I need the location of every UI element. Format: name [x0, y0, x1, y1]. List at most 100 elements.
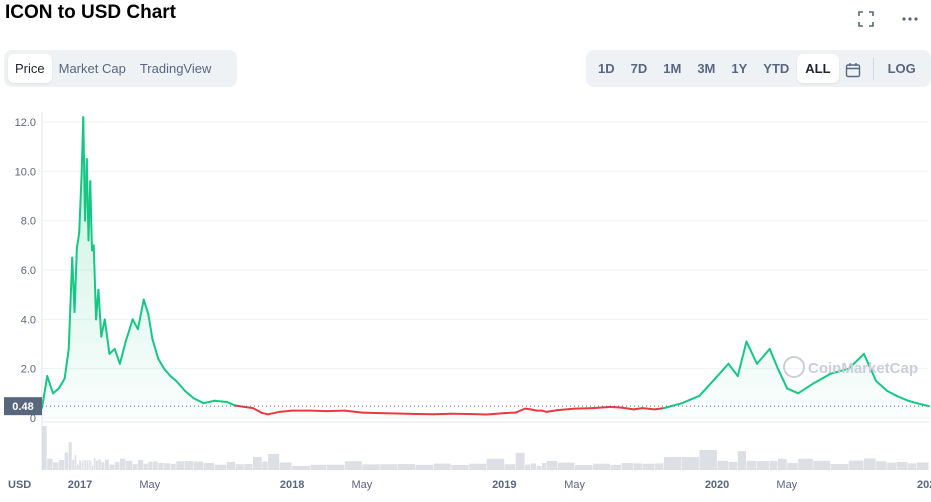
volume-bar — [109, 465, 114, 470]
range-3m[interactable]: 3M — [689, 54, 723, 83]
volume-bar — [53, 462, 58, 470]
more-icon[interactable] — [899, 8, 921, 30]
range-1y[interactable]: 1Y — [723, 54, 755, 83]
volume-bar — [655, 463, 664, 470]
volume-bar — [575, 465, 593, 470]
price-line-segment — [593, 407, 610, 408]
volume-bar — [90, 461, 91, 470]
volume-bar — [87, 460, 88, 470]
volume-bar — [469, 464, 486, 470]
volume-bar — [262, 462, 267, 471]
volume-bar — [253, 457, 262, 470]
x-tick-label: 2020 — [705, 479, 729, 491]
log-toggle[interactable]: LOG — [880, 54, 924, 83]
volume-bar — [717, 461, 728, 470]
volume-bar — [634, 463, 642, 470]
volume-bar — [876, 461, 887, 470]
volume-bar — [126, 461, 132, 470]
price-line-segment — [634, 408, 643, 409]
volume-bar — [547, 461, 558, 470]
volume-bar — [292, 466, 310, 470]
volume-bar — [244, 464, 252, 470]
x-tick-label: May — [776, 479, 797, 491]
volume-bar — [770, 461, 778, 470]
volume-bar — [622, 463, 634, 470]
volume-bar — [896, 462, 907, 470]
volume-bar — [746, 461, 756, 470]
price-line-segment — [642, 408, 654, 409]
volume-bar — [227, 462, 235, 470]
volume-bar — [537, 466, 542, 470]
volume-bar — [115, 462, 120, 470]
range-ytd[interactable]: YTD — [755, 54, 797, 83]
volume-bar — [176, 461, 184, 470]
volume-bar — [77, 464, 79, 470]
x-tick-label: May — [139, 479, 160, 491]
volume-bar — [887, 463, 896, 470]
volume-bar — [47, 459, 52, 470]
volume-bar — [787, 463, 798, 470]
current-price-label: 0.48 — [12, 401, 33, 413]
y-tick-label: 8.0 — [21, 216, 36, 228]
volume-bar — [525, 465, 530, 470]
chart-type-tabs: Price Market Cap TradingView — [4, 50, 237, 87]
volume-bar — [280, 462, 292, 470]
volume-bar — [152, 462, 157, 471]
volume-bar — [138, 460, 143, 470]
volume-bar — [98, 459, 100, 470]
volume-bar — [757, 461, 769, 470]
volume-bar — [487, 459, 505, 470]
volume-bar — [642, 464, 654, 470]
range-7d[interactable]: 7D — [623, 54, 656, 83]
price-line-segment — [655, 408, 664, 409]
time-range-tabs: 1D 7D 1M 3M 1Y YTD ALL LOG — [586, 50, 931, 87]
volume-bar — [728, 462, 737, 470]
volume-bar — [59, 460, 64, 470]
tab-tradingview[interactable]: TradingView — [133, 54, 219, 83]
volume-bar — [434, 464, 451, 470]
y-tick-label: 10.0 — [15, 166, 36, 178]
volume-bar — [82, 462, 83, 470]
calendar-icon[interactable] — [839, 54, 867, 83]
volume-bar — [505, 464, 516, 470]
price-line-segment — [610, 407, 621, 408]
volume-bar — [148, 462, 152, 470]
volume-bar — [170, 464, 175, 470]
volume-bar — [345, 461, 362, 470]
tab-price[interactable]: Price — [8, 54, 52, 83]
volume-bar — [83, 460, 84, 470]
volume-bar — [215, 465, 227, 470]
volume-bar — [144, 464, 148, 470]
top-actions — [855, 8, 921, 30]
range-all[interactable]: ALL — [797, 54, 838, 83]
fullscreen-icon[interactable] — [855, 8, 877, 30]
range-1m[interactable]: 1M — [655, 54, 689, 83]
y-tick-label: 6.0 — [21, 265, 36, 277]
volume-bar — [738, 451, 746, 470]
x-tick-label: 2019 — [492, 479, 516, 491]
range-1d[interactable]: 1D — [590, 54, 623, 83]
watermark: CoinMarketCap — [784, 357, 918, 377]
tab-market-cap[interactable]: Market Cap — [52, 54, 133, 83]
y-unit-label: USD — [8, 479, 31, 491]
price-line-segment — [280, 411, 292, 412]
price-line-segment — [215, 401, 227, 402]
volume-bar — [664, 457, 682, 470]
volume-bar — [204, 463, 215, 470]
volume-bar — [94, 458, 96, 470]
volume-bar — [75, 455, 77, 470]
volume-bar — [542, 463, 546, 470]
volume-bar — [72, 460, 74, 470]
volume-bar — [516, 453, 525, 470]
y-tick-label: 2.0 — [21, 364, 36, 376]
x-tick-label: 2017 — [68, 479, 92, 491]
x-tick-label: May — [564, 479, 585, 491]
volume-bar — [42, 426, 47, 470]
x-tick-label: 2018 — [280, 479, 304, 491]
volume-bar — [531, 463, 536, 470]
volume-bar — [311, 465, 327, 470]
volume-bar — [89, 460, 90, 470]
volume-bar — [398, 464, 416, 470]
